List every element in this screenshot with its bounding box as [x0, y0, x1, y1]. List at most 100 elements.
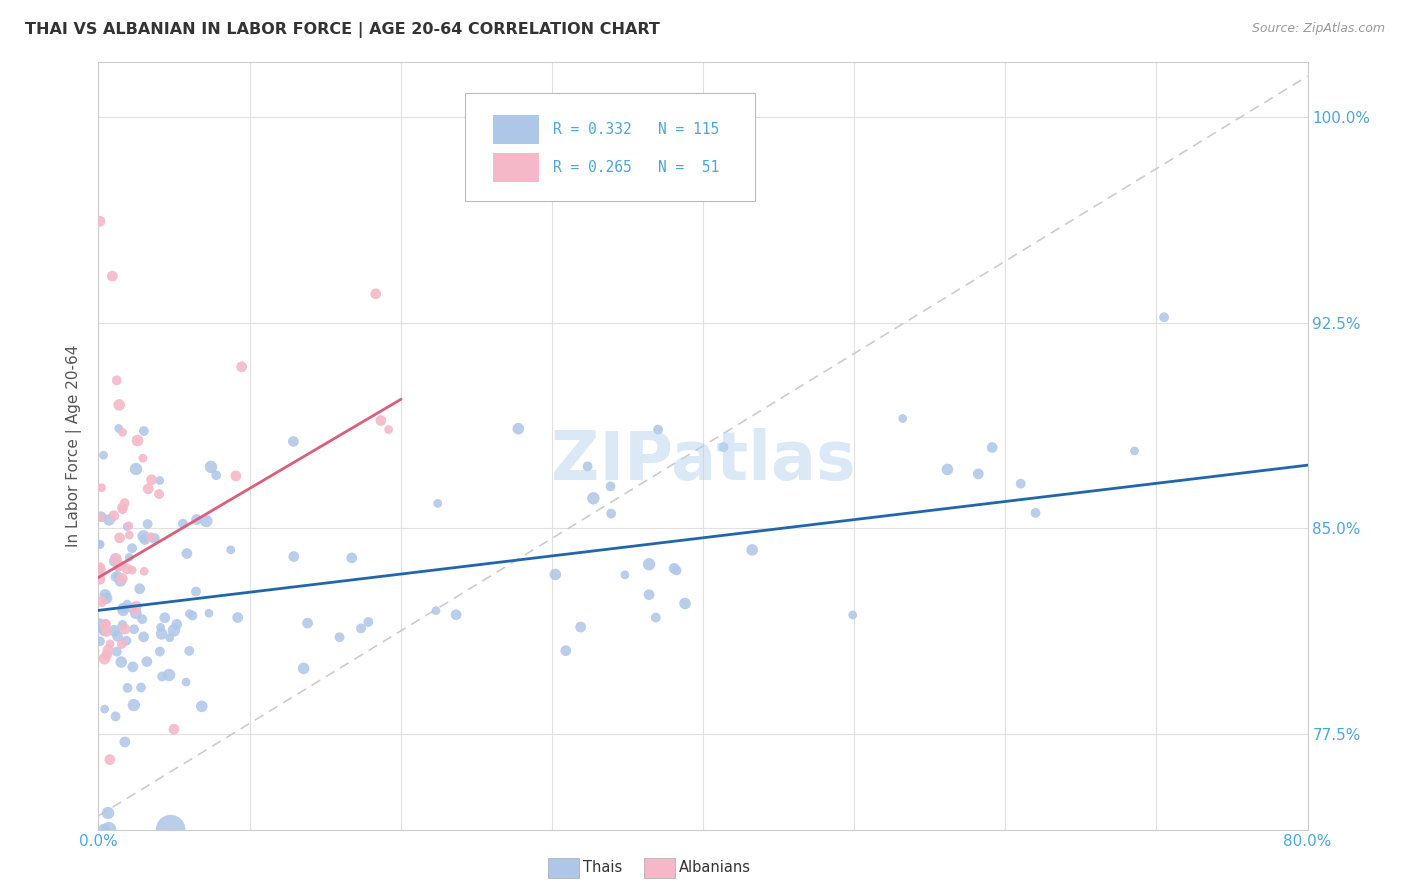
Point: [195, 514, 218, 528]
Point: [662, 561, 685, 575]
Point: [370, 413, 392, 427]
Point: [357, 615, 380, 629]
Point: [283, 549, 305, 564]
Point: [340, 550, 363, 565]
Point: [104, 551, 127, 566]
Point: [136, 516, 159, 531]
Point: [159, 631, 181, 645]
Point: [163, 624, 186, 638]
Point: [121, 563, 143, 577]
Point: [713, 440, 735, 454]
Point: [135, 655, 157, 669]
Point: [128, 582, 150, 596]
Point: [508, 422, 530, 436]
Point: [544, 567, 567, 582]
Point: [93, 702, 115, 716]
Point: [582, 491, 605, 506]
Point: [89, 538, 111, 552]
Point: [665, 564, 688, 578]
Text: ZIPatlas: ZIPatlas: [551, 428, 855, 494]
Point: [328, 630, 350, 644]
Point: [98, 637, 121, 651]
Point: [89, 616, 111, 631]
Point: [111, 500, 134, 515]
Point: [599, 479, 621, 493]
Text: Albanians: Albanians: [679, 860, 751, 874]
Point: [118, 550, 141, 565]
Point: [225, 469, 247, 483]
Point: [163, 723, 186, 737]
Point: [125, 607, 148, 621]
Point: [111, 637, 134, 651]
Point: [190, 699, 212, 714]
Point: [90, 595, 112, 609]
Point: [93, 624, 115, 639]
Point: [231, 359, 253, 374]
Point: [166, 617, 188, 632]
Point: [132, 630, 155, 644]
Point: [107, 559, 129, 574]
Point: [121, 541, 143, 556]
Point: [198, 607, 221, 621]
Bar: [492, 153, 538, 182]
Point: [444, 607, 467, 622]
Text: R = 0.265   N =  51: R = 0.265 N = 51: [553, 160, 720, 175]
Point: [96, 591, 118, 606]
Point: [576, 459, 599, 474]
Point: [121, 660, 143, 674]
Text: Source: ZipAtlas.com: Source: ZipAtlas.com: [1251, 22, 1385, 36]
Point: [967, 467, 990, 481]
Point: [108, 398, 131, 412]
Point: [569, 620, 592, 634]
Point: [176, 547, 198, 561]
Point: [89, 560, 111, 574]
Point: [115, 562, 138, 576]
Text: THAI VS ALBANIAN IN LABOR FORCE | AGE 20-64 CORRELATION CHART: THAI VS ALBANIAN IN LABOR FORCE | AGE 20…: [25, 22, 661, 38]
Point: [114, 735, 136, 749]
Point: [292, 661, 315, 675]
Point: [97, 822, 120, 837]
Point: [148, 487, 170, 501]
Point: [112, 601, 135, 615]
Point: [89, 634, 111, 648]
Point: [97, 643, 120, 657]
Point: [600, 507, 623, 521]
Point: [150, 669, 173, 683]
Point: [118, 519, 141, 533]
Point: [638, 558, 661, 572]
Point: [90, 509, 112, 524]
Point: [125, 599, 148, 614]
Point: [93, 822, 115, 837]
Point: [111, 572, 134, 586]
Point: [111, 618, 134, 632]
Point: [153, 611, 176, 625]
Point: [157, 668, 180, 682]
Point: [149, 474, 172, 488]
Point: [94, 588, 117, 602]
Point: [184, 584, 207, 599]
Point: [891, 411, 914, 425]
Point: [98, 513, 121, 527]
Point: [179, 644, 201, 658]
Point: [98, 753, 121, 767]
Point: [103, 508, 125, 523]
Point: [638, 588, 661, 602]
Point: [90, 510, 112, 524]
Point: [131, 612, 153, 626]
Y-axis label: In Labor Force | Age 20-64: In Labor Force | Age 20-64: [66, 345, 83, 547]
Point: [181, 608, 204, 623]
Point: [89, 563, 111, 577]
Point: [1153, 310, 1175, 325]
Point: [981, 441, 1004, 455]
Point: [105, 568, 128, 582]
Point: [122, 622, 145, 636]
Point: [132, 529, 155, 543]
Point: [117, 519, 139, 533]
Point: [89, 537, 111, 551]
Point: [364, 286, 387, 301]
Point: [96, 624, 118, 639]
Point: [644, 610, 666, 624]
Point: [841, 607, 863, 622]
Bar: [492, 114, 538, 144]
Point: [283, 434, 305, 449]
